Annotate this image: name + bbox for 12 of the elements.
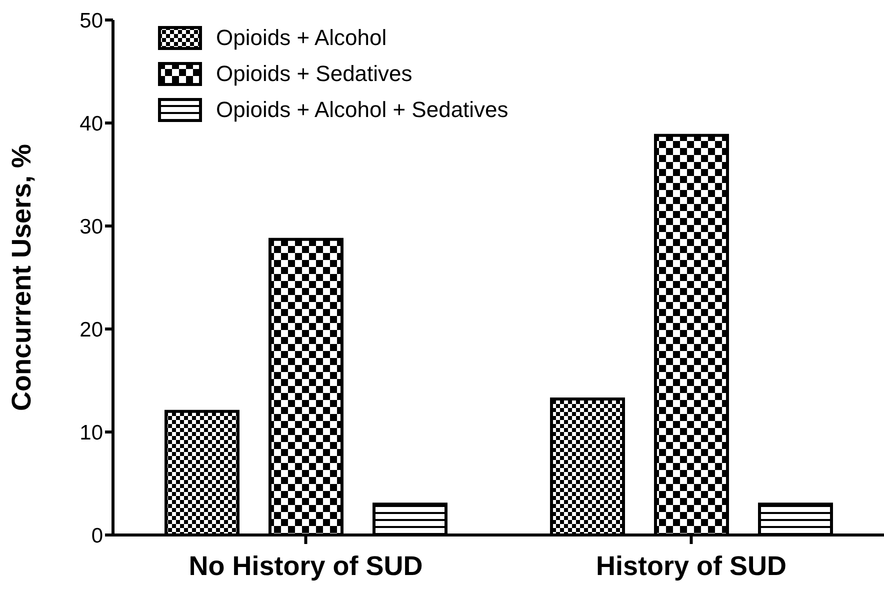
y-tick-label: 50: [80, 9, 103, 32]
x-tick-label: No History of SUD: [188, 551, 423, 582]
y-tick-label: 10: [80, 421, 103, 444]
legend-label: Opioids + Alcohol + Sedatives: [216, 97, 508, 123]
x-tick-label: History of SUD: [596, 551, 787, 582]
y-tick-label: 30: [80, 215, 103, 238]
y-tick-label: 0: [91, 524, 103, 548]
legend-label: Opioids + Sedatives: [216, 61, 412, 87]
y-tick-label: 20: [80, 318, 103, 342]
legend-label: Opioids + Alcohol: [216, 25, 387, 51]
y-tick-label: 40: [80, 112, 103, 136]
y-axis-title: Concurrent Users, %: [6, 144, 37, 412]
